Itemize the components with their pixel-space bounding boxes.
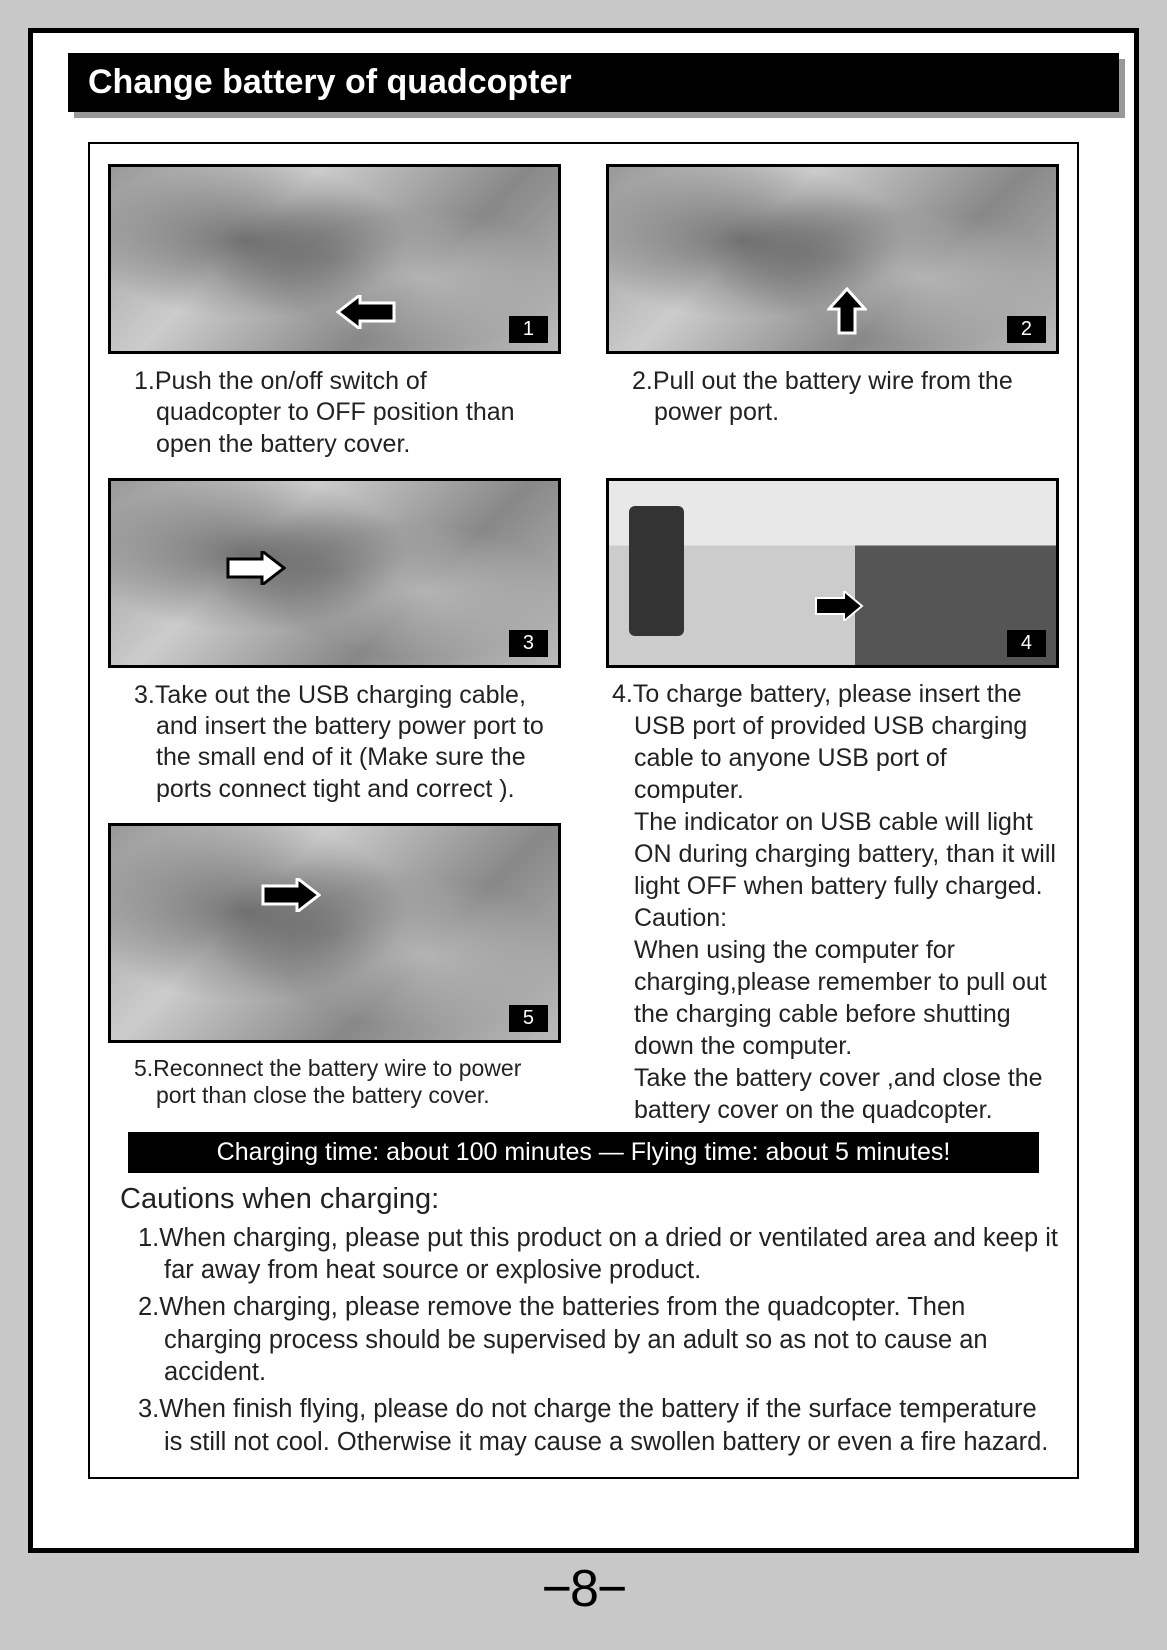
step-5-text: 5.Reconnect the battery wire to power po… xyxy=(146,1053,561,1120)
row-1: 1 1.Push the on/off switch of quadcopter… xyxy=(108,164,1059,478)
content-frame: 1 1.Push the on/off switch of quadcopter… xyxy=(88,142,1079,1479)
col-left: 1 1.Push the on/off switch of quadcopter… xyxy=(108,164,561,478)
col-right-2: 4 4.To charge battery, please insert the… xyxy=(606,478,1059,1126)
row-2: 3 3.Take out the USB charging cable, and… xyxy=(108,478,1059,1126)
step-3-text: 3.Take out the USB charging cable, and i… xyxy=(146,678,561,823)
arrow-up-icon xyxy=(827,287,867,335)
caution-3: 3.When finish flying, please do not char… xyxy=(164,1393,1059,1458)
step-1-text: 1.Push the on/off switch of quadcopter t… xyxy=(146,364,561,478)
caution-2: 2.When charging, please remove the batte… xyxy=(164,1291,1059,1389)
cautions-heading: Cautions when charging: xyxy=(120,1183,1059,1216)
arrow-left-icon xyxy=(336,295,396,329)
page-number: −8− xyxy=(28,1559,1139,1619)
step-4-badge: 4 xyxy=(1007,630,1046,657)
col-right: 2 2.Pull out the battery wire from the p… xyxy=(606,164,1059,478)
section-title: Change battery of quadcopter xyxy=(88,63,572,101)
caution-1: 1.When charging, please put this product… xyxy=(164,1222,1059,1287)
arrow-right-icon xyxy=(814,591,864,621)
step-1-badge: 1 xyxy=(509,316,548,343)
step-3-photo: 3 xyxy=(108,478,561,668)
step-1-photo: 1 xyxy=(108,164,561,354)
step-5-badge: 5 xyxy=(509,1005,548,1032)
step-4-text: 4.To charge battery, please insert the U… xyxy=(606,678,1059,1126)
col-left-2: 3 3.Take out the USB charging cable, and… xyxy=(108,478,561,1126)
step-2-text: 2.Pull out the battery wire from the pow… xyxy=(644,364,1059,447)
step-4-photo: 4 xyxy=(606,478,1059,668)
step-5-photo: 5 xyxy=(108,823,561,1043)
arrow-right-icon xyxy=(261,878,321,912)
charging-time-strip: Charging time: about 100 minutes — Flyin… xyxy=(128,1132,1039,1173)
step-2-badge: 2 xyxy=(1007,316,1046,343)
page-frame: Change battery of quadcopter 1 1.Push th… xyxy=(28,28,1139,1553)
step-3-badge: 3 xyxy=(509,630,548,657)
section-title-bar: Change battery of quadcopter xyxy=(68,53,1119,112)
step-2-photo: 2 xyxy=(606,164,1059,354)
arrow-right-icon xyxy=(226,551,286,585)
